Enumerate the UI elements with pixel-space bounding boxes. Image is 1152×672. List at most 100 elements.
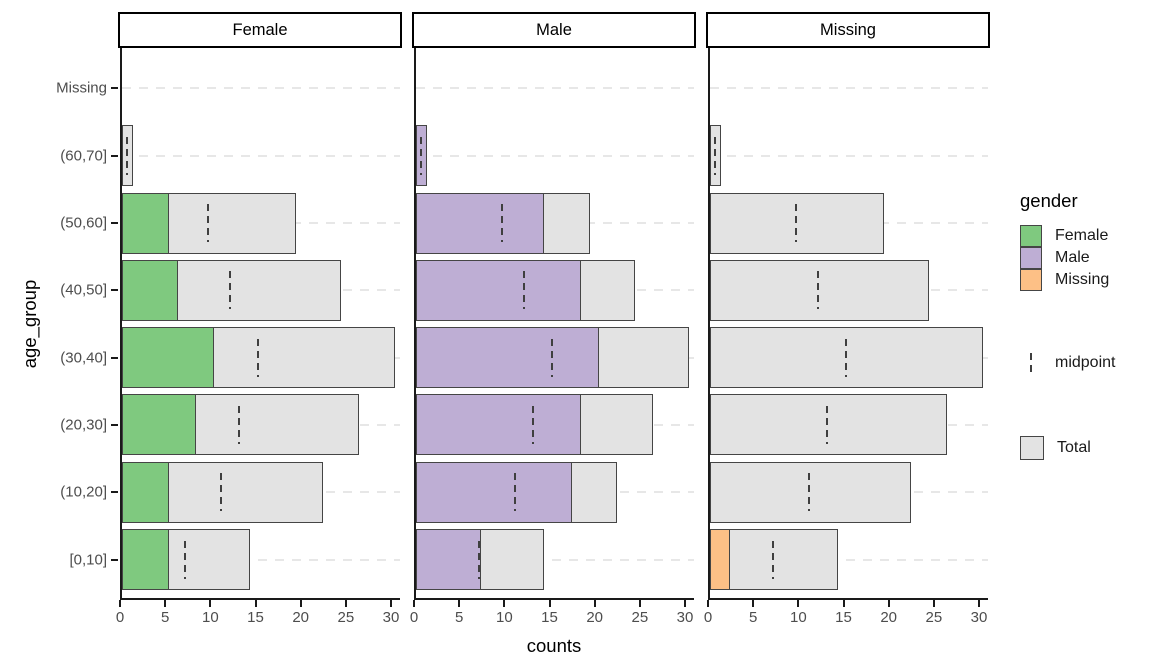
y-tick-mark: [111, 356, 118, 359]
gridline: [122, 154, 400, 157]
y-tick-label: (40,50]: [60, 281, 107, 299]
x-tick-mark: [593, 600, 596, 607]
total-swatch: [1020, 436, 1044, 460]
midpoint-marker: [514, 473, 517, 512]
legend-gender-entries: Female Male Missing: [1020, 225, 1115, 291]
total-bar: [710, 327, 983, 389]
total-bar: [710, 461, 911, 523]
x-tick-mark: [842, 600, 845, 607]
x-tick-mark: [344, 600, 347, 607]
y-tick-mark: [111, 222, 118, 225]
x-tick-mark: [548, 600, 551, 607]
legend-item-missing: Missing: [1020, 269, 1115, 291]
midpoint-marker: [772, 540, 775, 579]
count-bar: [710, 529, 731, 591]
midpoint-marker: [220, 473, 223, 512]
y-tick-mark: [111, 87, 118, 90]
x-tick-mark: [119, 600, 121, 607]
midpoint-marker: [523, 271, 526, 310]
y-tick-mark: [111, 289, 118, 292]
total-bar: [710, 259, 929, 321]
gridline: [416, 154, 694, 157]
female-swatch: [1020, 225, 1042, 247]
x-tick-label: 15: [247, 609, 264, 626]
x-tick-mark: [684, 600, 686, 607]
y-tick-label: (50,60]: [60, 214, 107, 232]
gridline: [710, 558, 988, 561]
count-bar: [416, 125, 428, 187]
x-tick-label: 5: [748, 609, 758, 626]
y-tick-mark: [111, 491, 118, 494]
x-tick-label: 20: [586, 609, 603, 626]
x-tick-mark: [638, 600, 641, 607]
facet-strip-label: Male: [536, 20, 572, 39]
x-tick-label: 30: [970, 609, 988, 626]
y-tick-label: (30,40]: [60, 349, 107, 367]
midpoint-marker: [125, 136, 128, 175]
gridline: [122, 87, 400, 90]
facet-strip-label: Missing: [820, 20, 876, 39]
legend-item-label: Total: [1057, 439, 1091, 456]
x-tick-label: 0: [409, 609, 419, 626]
count-bar: [416, 192, 545, 254]
midpoint-marker: [238, 405, 241, 444]
midpoint-dash-icon: [1030, 353, 1032, 373]
y-tick-label: (10,20]: [60, 483, 107, 501]
midpoint-marker: [808, 473, 811, 512]
total-bar: [710, 192, 884, 254]
x-tick-label: 30: [676, 609, 694, 626]
y-tick-mark: [111, 154, 118, 157]
legend-item-male: Male: [1020, 247, 1115, 269]
facet-strip-missing: Missing: [706, 12, 990, 48]
x-tick-mark: [164, 600, 167, 607]
x-tick-mark: [458, 600, 461, 607]
midpoint-marker: [550, 338, 553, 377]
facet-panel-female: [120, 48, 400, 600]
count-bar: [122, 327, 215, 389]
legend-item-female: Female: [1020, 225, 1115, 247]
y-tick-label: [0,10]: [69, 551, 107, 569]
facet-strip-male: Male: [412, 12, 696, 48]
facet-panel-male: [414, 48, 694, 600]
x-tick-label: 20: [880, 609, 897, 626]
x-tick-mark: [209, 600, 212, 607]
x-tick-label: 15: [835, 609, 852, 626]
x-tick-label: 10: [495, 609, 513, 626]
x-tick-label: 25: [631, 609, 649, 626]
y-tick-mark: [111, 558, 118, 561]
total-bar: [710, 394, 947, 456]
legend-item-label: Male: [1055, 249, 1090, 266]
legend-title: gender: [1020, 190, 1078, 211]
x-tick-label: 5: [454, 609, 464, 626]
x-tick-mark: [299, 600, 302, 607]
y-tick-mark: [111, 423, 118, 426]
x-tick-label: 25: [337, 609, 355, 626]
x-tick-label: 10: [201, 609, 219, 626]
x-tick-mark: [254, 600, 257, 607]
gridline: [416, 558, 694, 561]
y-tick-label: Missing: [56, 79, 107, 97]
count-bar: [122, 529, 170, 591]
x-tick-label: 10: [789, 609, 807, 626]
total-bar: [122, 125, 134, 187]
x-tick-mark: [887, 600, 890, 607]
legend-item-label: midpoint: [1055, 354, 1116, 371]
x-tick-label: 25: [925, 609, 943, 626]
total-bar: [710, 529, 839, 591]
gridline: [710, 87, 988, 90]
count-bar: [416, 259, 581, 321]
count-bar: [122, 461, 170, 523]
legend-item-midpoint: midpoint: [1020, 352, 1115, 374]
midpoint-marker: [478, 540, 481, 579]
x-tick-mark: [752, 600, 755, 607]
midpoint-key: [1020, 352, 1042, 374]
y-tick-label: (60,70]: [60, 147, 107, 165]
midpoint-marker: [206, 204, 209, 243]
missing-swatch: [1020, 269, 1042, 291]
count-bar: [122, 192, 170, 254]
midpoint-marker: [844, 338, 847, 377]
facet-panel-missing: [708, 48, 988, 600]
midpoint-marker: [794, 204, 797, 243]
count-bar: [122, 259, 179, 321]
